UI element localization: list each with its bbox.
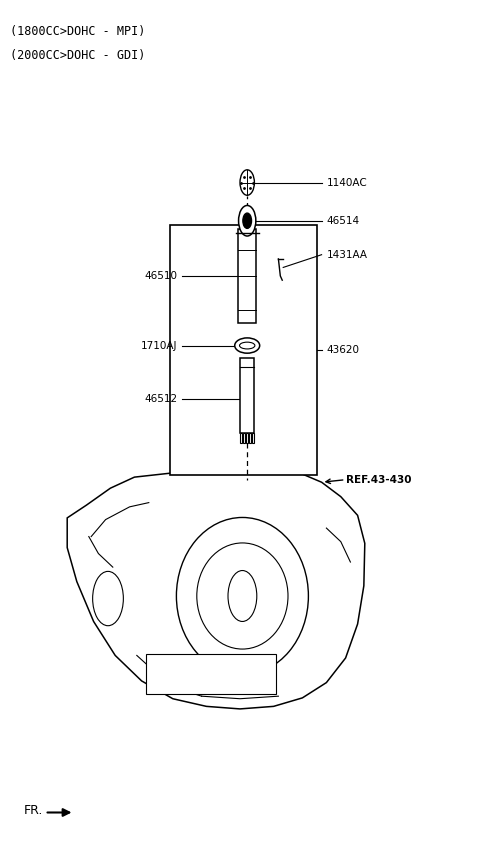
Bar [243, 433, 245, 443]
Circle shape [228, 571, 257, 621]
Bar [238, 229, 256, 323]
Ellipse shape [240, 342, 255, 349]
Text: 1710AJ: 1710AJ [141, 340, 178, 351]
Circle shape [93, 571, 123, 626]
Ellipse shape [235, 338, 260, 353]
Text: 46512: 46512 [144, 394, 178, 404]
Circle shape [239, 205, 256, 236]
Ellipse shape [177, 518, 308, 674]
Text: (1800CC>DOHC - MPI): (1800CC>DOHC - MPI) [10, 25, 145, 38]
Bar [240, 433, 242, 443]
Bar [170, 225, 317, 475]
Bar [252, 433, 254, 443]
Text: REF.43-430: REF.43-430 [346, 475, 411, 485]
Polygon shape [67, 464, 365, 709]
Bar [240, 358, 254, 433]
Text: FR.: FR. [24, 804, 43, 817]
Bar [246, 433, 248, 443]
Circle shape [240, 170, 254, 195]
Ellipse shape [197, 543, 288, 649]
Text: 43620: 43620 [326, 346, 360, 355]
Text: 1431AA: 1431AA [326, 250, 367, 260]
Text: 46510: 46510 [144, 271, 178, 281]
Text: 1140AC: 1140AC [326, 177, 367, 188]
Circle shape [243, 213, 252, 228]
Text: (2000CC>DOHC - GDI): (2000CC>DOHC - GDI) [10, 49, 145, 62]
Text: 46514: 46514 [326, 216, 360, 226]
Bar [249, 433, 251, 443]
Bar [146, 654, 276, 694]
